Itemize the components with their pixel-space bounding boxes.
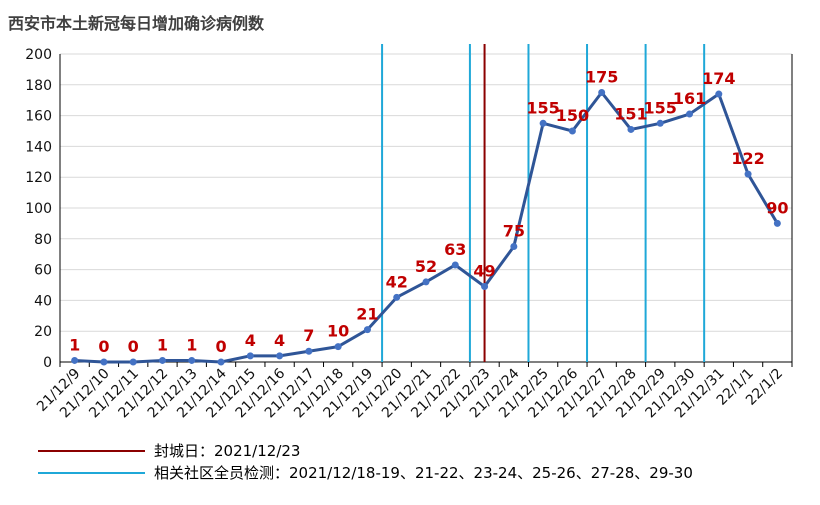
data-point xyxy=(744,170,752,178)
data-point xyxy=(422,278,430,286)
data-point xyxy=(276,352,284,360)
data-point xyxy=(773,219,781,227)
data-point xyxy=(568,127,576,135)
y-tick-label: 180 xyxy=(25,78,52,94)
data-label: 161 xyxy=(673,89,706,108)
data-label: 4 xyxy=(245,331,256,350)
data-point xyxy=(656,119,664,127)
data-point xyxy=(686,110,694,118)
series-line xyxy=(74,91,779,364)
y-tick-label: 20 xyxy=(34,324,52,340)
data-point xyxy=(158,356,166,364)
data-label: 10 xyxy=(327,322,349,341)
data-point xyxy=(715,90,723,98)
data-label: 155 xyxy=(644,98,677,117)
data-label: 63 xyxy=(444,240,466,259)
data-point xyxy=(598,89,606,96)
y-tick-label: 60 xyxy=(34,263,52,279)
data-label: 122 xyxy=(731,149,764,168)
data-label: 174 xyxy=(702,69,735,88)
annotation-lines xyxy=(381,44,706,362)
data-label: 155 xyxy=(526,98,559,117)
y-tick-label: 160 xyxy=(25,109,52,125)
data-label: 21 xyxy=(356,305,378,324)
y-tick-label: 100 xyxy=(25,201,52,217)
series-points xyxy=(71,89,781,366)
y-tick-label: 120 xyxy=(25,170,52,186)
data-point xyxy=(100,358,108,366)
data-label: 4 xyxy=(274,331,285,350)
data-label: 0 xyxy=(128,337,139,356)
y-tick-label: 0 xyxy=(43,355,52,371)
data-point xyxy=(627,125,635,133)
y-tick-label: 200 xyxy=(25,47,52,63)
data-point xyxy=(217,358,225,366)
data-label: 0 xyxy=(98,337,109,356)
data-point xyxy=(510,243,518,250)
data-label: 150 xyxy=(556,106,589,125)
data-labels: 1 0 0 1 1 0 4 4 7 1021425263497515515017515115516… xyxy=(69,68,788,357)
data-point xyxy=(393,293,401,301)
data-point xyxy=(451,261,459,269)
data-label: 1 xyxy=(186,335,197,354)
data-point xyxy=(481,283,489,291)
data-point xyxy=(334,343,342,351)
data-label: 52 xyxy=(415,257,437,276)
data-point xyxy=(71,356,79,364)
x-tick-labels: 21/12/921/12/1021/12/1121/12/1221/12/132… xyxy=(34,365,786,421)
data-label: 0 xyxy=(215,337,226,356)
data-point xyxy=(363,326,371,334)
data-label: 42 xyxy=(386,272,408,291)
y-tick-label: 80 xyxy=(34,232,52,248)
axes xyxy=(59,54,793,367)
data-point xyxy=(305,347,313,355)
chart-title: 西安市本土新冠每日增加确诊病例数 xyxy=(8,14,265,33)
data-label: 175 xyxy=(585,68,618,87)
data-label: 90 xyxy=(766,198,788,217)
legend: 封城日：2021/12/23 相关社区全员检测：2021/12/18-19、21… xyxy=(38,442,693,482)
data-point xyxy=(246,352,254,360)
legend-lockdown-label: 封城日：2021/12/23 xyxy=(154,442,300,460)
y-tick-label: 40 xyxy=(34,293,52,309)
y-tick-label: 140 xyxy=(25,139,52,155)
data-label: 151 xyxy=(614,104,647,123)
y-tick-labels: 0 20 40 60 80 100 120 140 160 180 200 xyxy=(25,47,52,371)
data-label: 1 xyxy=(69,335,80,354)
series-line xyxy=(74,91,779,364)
data-point xyxy=(188,356,196,364)
data-label: 1 xyxy=(157,335,168,354)
data-label: 7 xyxy=(303,326,314,345)
data-point xyxy=(129,358,137,366)
legend-testing-label: 相关社区全员检测：2021/12/18-19、21-22、23-24、25-26… xyxy=(154,464,693,482)
data-label: 49 xyxy=(473,262,495,281)
data-point xyxy=(539,119,547,127)
data-label: 75 xyxy=(503,222,525,241)
